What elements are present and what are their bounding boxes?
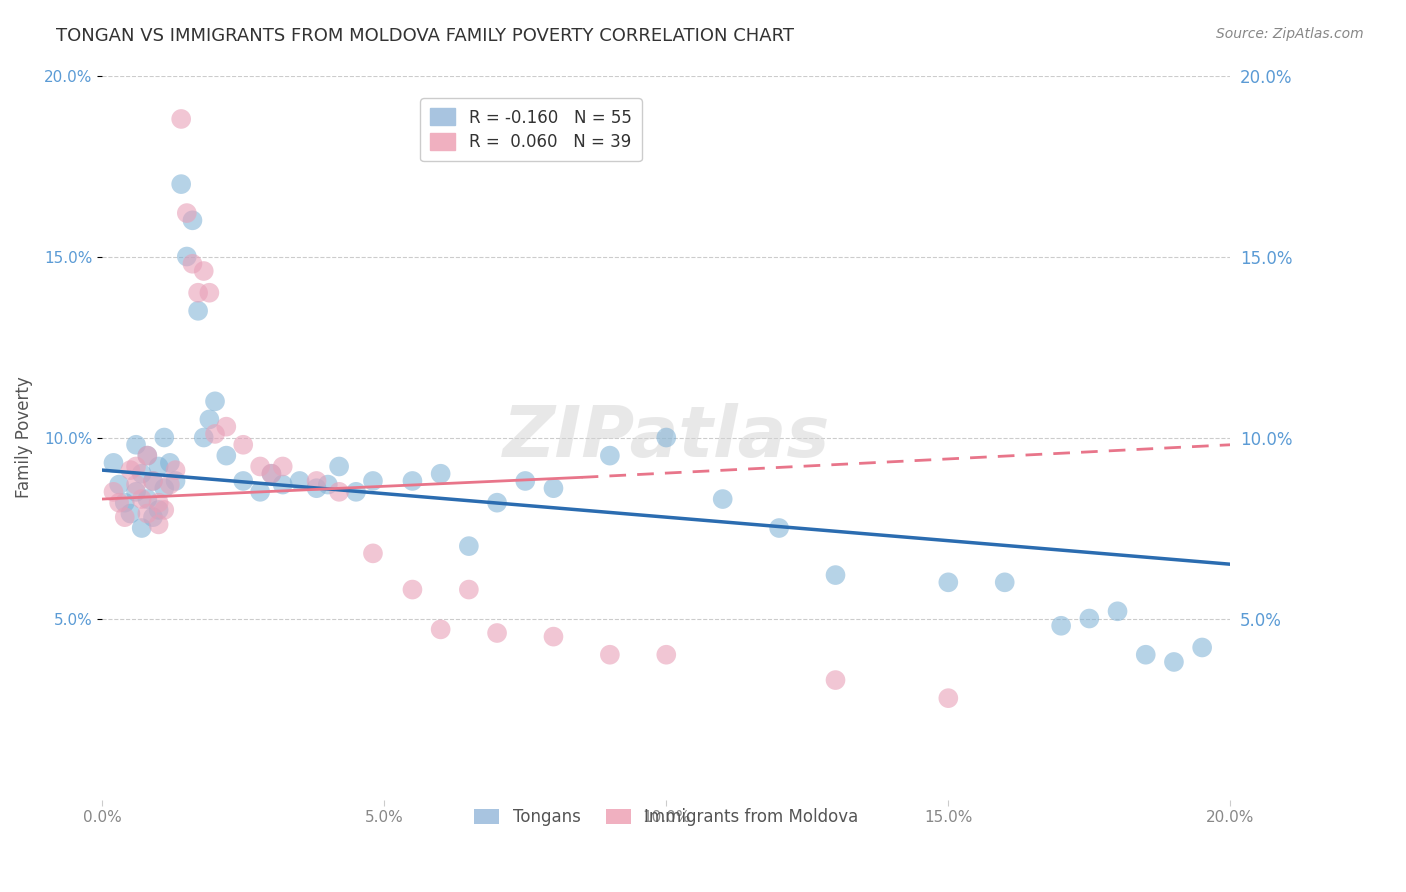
Point: [103, 456, 125, 470]
Point: [159, 477, 181, 491]
Point: [271, 459, 294, 474]
Point: [148, 496, 170, 510]
Point: [120, 507, 142, 521]
Point: [142, 474, 165, 488]
Point: [165, 463, 187, 477]
Point: [131, 521, 153, 535]
Point: [108, 477, 131, 491]
Point: [401, 582, 423, 597]
Point: [232, 474, 254, 488]
Point: [599, 648, 621, 662]
Point: [486, 496, 509, 510]
Point: [1078, 611, 1101, 625]
Point: [136, 449, 159, 463]
Point: [198, 412, 221, 426]
Point: [198, 285, 221, 300]
Point: [148, 503, 170, 517]
Point: [142, 474, 165, 488]
Point: [260, 467, 283, 481]
Point: [361, 474, 384, 488]
Point: [204, 426, 226, 441]
Point: [1163, 655, 1185, 669]
Point: [824, 568, 846, 582]
Y-axis label: Family Poverty: Family Poverty: [15, 376, 32, 499]
Point: [125, 438, 148, 452]
Point: [768, 521, 790, 535]
Point: [361, 546, 384, 560]
Point: [328, 484, 350, 499]
Point: [543, 630, 565, 644]
Point: [655, 430, 678, 444]
Point: [187, 285, 209, 300]
Text: Source: ZipAtlas.com: Source: ZipAtlas.com: [1216, 27, 1364, 41]
Point: [153, 430, 176, 444]
Point: [125, 477, 148, 491]
Point: [131, 467, 153, 481]
Point: [936, 575, 959, 590]
Point: [114, 510, 136, 524]
Point: [316, 477, 339, 491]
Point: [543, 481, 565, 495]
Point: [103, 484, 125, 499]
Point: [114, 496, 136, 510]
Point: [457, 582, 479, 597]
Text: TONGAN VS IMMIGRANTS FROM MOLDOVA FAMILY POVERTY CORRELATION CHART: TONGAN VS IMMIGRANTS FROM MOLDOVA FAMILY…: [56, 27, 794, 45]
Point: [131, 491, 153, 506]
Text: ZIPatlas: ZIPatlas: [502, 403, 830, 472]
Point: [429, 467, 451, 481]
Point: [187, 303, 209, 318]
Point: [193, 430, 215, 444]
Point: [215, 419, 238, 434]
Point: [260, 467, 283, 481]
Point: [1191, 640, 1213, 655]
Point: [936, 691, 959, 706]
Point: [305, 481, 328, 495]
Point: [136, 507, 159, 521]
Point: [515, 474, 537, 488]
Point: [176, 206, 198, 220]
Point: [711, 491, 734, 506]
Point: [142, 510, 165, 524]
Point: [305, 474, 328, 488]
Legend: Tongans, Immigrants from Moldova: Tongans, Immigrants from Moldova: [465, 800, 866, 835]
Point: [125, 484, 148, 499]
Point: [457, 539, 479, 553]
Point: [148, 517, 170, 532]
Point: [136, 449, 159, 463]
Point: [170, 177, 193, 191]
Point: [125, 459, 148, 474]
Point: [232, 438, 254, 452]
Point: [344, 484, 367, 499]
Point: [824, 673, 846, 687]
Point: [181, 257, 204, 271]
Point: [486, 626, 509, 640]
Point: [153, 503, 176, 517]
Point: [215, 449, 238, 463]
Point: [176, 250, 198, 264]
Point: [429, 623, 451, 637]
Point: [249, 459, 271, 474]
Point: [153, 481, 176, 495]
Point: [1135, 648, 1157, 662]
Point: [1107, 604, 1129, 618]
Point: [193, 264, 215, 278]
Point: [165, 474, 187, 488]
Point: [120, 463, 142, 477]
Point: [328, 459, 350, 474]
Point: [136, 491, 159, 506]
Point: [170, 112, 193, 126]
Point: [655, 648, 678, 662]
Point: [401, 474, 423, 488]
Point: [204, 394, 226, 409]
Point: [159, 456, 181, 470]
Point: [249, 484, 271, 499]
Point: [288, 474, 311, 488]
Point: [148, 459, 170, 474]
Point: [994, 575, 1017, 590]
Point: [108, 496, 131, 510]
Point: [181, 213, 204, 227]
Point: [599, 449, 621, 463]
Point: [1050, 619, 1073, 633]
Point: [271, 477, 294, 491]
